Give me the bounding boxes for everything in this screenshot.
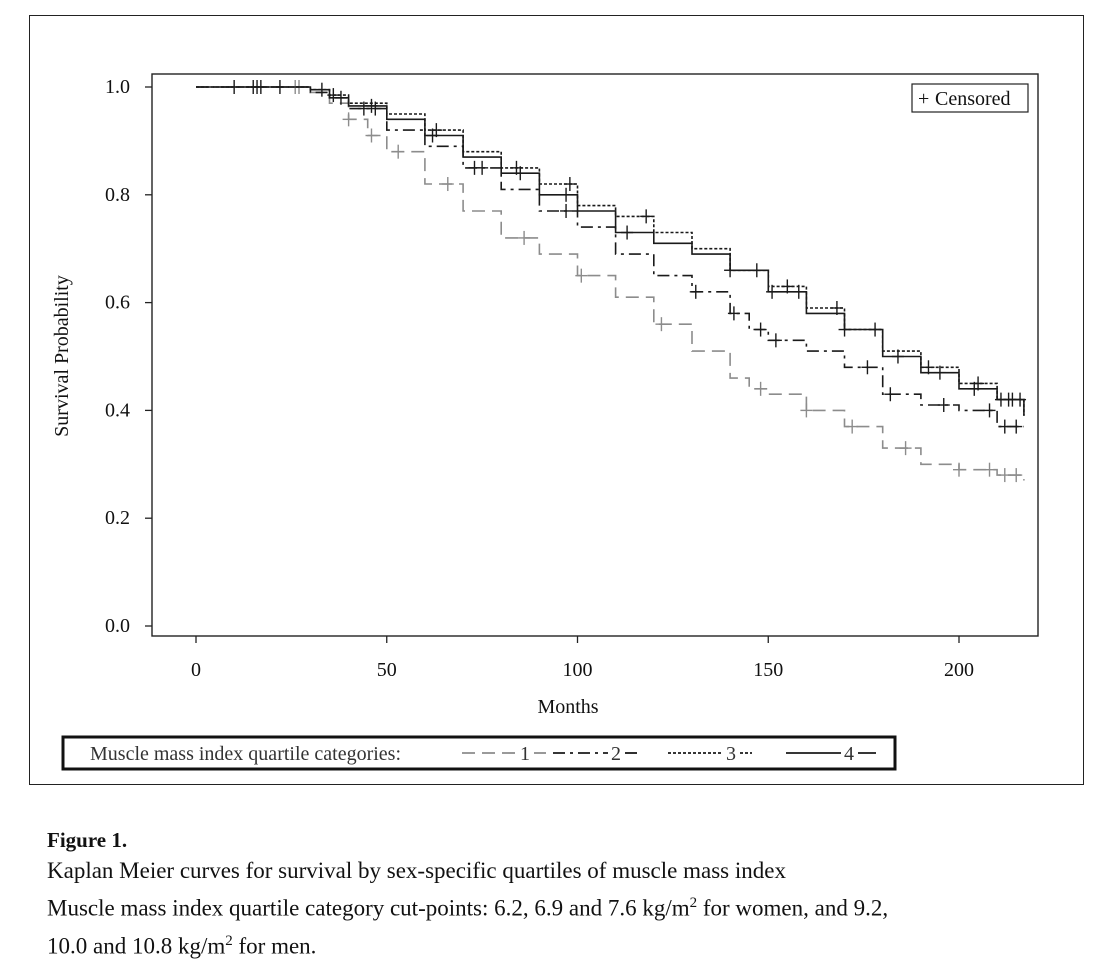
series-4-censor-mark-5 [514, 166, 527, 181]
series-4-censor-mark-10 [792, 284, 805, 299]
figure-caption: Figure 1. Kaplan Meier curves for surviv… [47, 826, 1087, 962]
y-tick-label-1: 0.2 [105, 507, 130, 529]
legend-label-2: 2 [611, 743, 621, 765]
series-4-censor-mark-7 [621, 225, 634, 240]
y-tick-label-3: 0.6 [105, 292, 130, 314]
quartile-legend: Muscle mass index quartile categories: 1… [61, 735, 897, 771]
quartile-legend-title: Muscle mass index quartile categories: [90, 743, 401, 765]
x-tick-label-2: 100 [563, 659, 593, 681]
series-1-censor-mark-6 [518, 230, 531, 245]
series-1-censor-mark-4 [392, 144, 405, 159]
series-1-censor-mark-8 [655, 317, 668, 332]
series-4-censor-mark-4 [426, 128, 439, 143]
series-4-censor-mark-16 [1006, 392, 1019, 407]
series-2-censor-mark-12 [884, 387, 897, 402]
series-4-censor-mark-8 [724, 263, 737, 278]
series-3-censor-mark-6 [640, 209, 653, 224]
x-axis-label: Months [537, 696, 598, 718]
series-2-censor-mark-10 [769, 333, 782, 348]
series-3-censor-mark-5 [563, 177, 576, 192]
series-4-censor-mark-14 [968, 381, 981, 396]
series-1-censor-mark-16 [1010, 468, 1023, 483]
series-4-censor-mark-13 [933, 365, 946, 380]
caption-line-2: Muscle mass index quartile category cut-… [47, 895, 889, 921]
series-2-censor-mark-2 [357, 101, 370, 116]
series-2-line [196, 86, 1024, 428]
series-2-censor-mark-7 [689, 284, 702, 299]
series-4-censor-mark-12 [891, 349, 904, 364]
quartile-legend-box [61, 735, 897, 771]
y-tick-label-4: 0.8 [105, 184, 130, 206]
series-1-censor-mark-12 [899, 441, 912, 456]
series-2-censor-mark-9 [754, 322, 767, 337]
series-1-censor-mark-14 [983, 462, 996, 477]
series-1-censor-mark-3 [365, 128, 378, 143]
caption-title: Figure 1. [47, 828, 128, 852]
series-1-line [196, 86, 1025, 481]
caption-line-3: 10.0 and 10.8 kg/m2 for men. [47, 932, 317, 959]
series-2-censor-mark-14 [983, 403, 996, 418]
censor-legend-box [911, 83, 1029, 113]
x-tick-label-1: 50 [377, 659, 397, 681]
series-2-censor-mark-16 [1010, 419, 1023, 434]
series-1-censor-mark-13 [953, 462, 965, 477]
kaplan-meier-chart: 0.0 0.2 0.4 0.6 0.8 1.0 0 50 100 150 200 Survival… [51, 73, 1039, 771]
series-3-line [196, 86, 1025, 416]
series-1-censor-mark-7 [575, 268, 588, 283]
series-4-line [196, 86, 1025, 416]
series-2-censor-mark-15 [998, 419, 1011, 434]
series-1-censor-mark-9 [754, 381, 767, 396]
x-tick-label-0: 0 [191, 659, 201, 681]
series-4-censor-mark-15 [994, 392, 1007, 407]
x-axis: 0 50 100 150 200 [191, 636, 974, 681]
series-layer [196, 80, 1027, 483]
series-4-censor-mark-2 [315, 82, 328, 97]
series-1-censor-mark-2 [342, 112, 355, 127]
series-4-censor-mark-11 [838, 322, 851, 337]
x-tick-label-4: 200 [944, 659, 974, 681]
x-tick-label-3: 150 [753, 659, 783, 681]
series-2-censor-mark-5 [476, 160, 489, 175]
series-2-censor-mark-6 [560, 203, 573, 218]
legend-label-1: 1 [520, 743, 530, 765]
legend-label-3: 3 [726, 743, 736, 765]
series-4-censor-mark-3 [365, 98, 378, 113]
plot-area-frame [151, 73, 1039, 637]
censor-legend: + Censored [911, 83, 1029, 113]
legend-entries: 1 2 3 4 [462, 743, 876, 765]
legend-label-4: 4 [844, 743, 854, 765]
figure-frame [29, 15, 1084, 785]
series-1-censor-mark-11 [846, 419, 859, 434]
y-axis: 0.0 0.2 0.4 0.6 0.8 1.0 [105, 76, 152, 637]
caption-line-1: Kaplan Meier curves for survival by sex-… [47, 858, 786, 883]
y-tick-label-5: 1.0 [105, 76, 130, 98]
series-1-censor-mark-15 [998, 468, 1011, 483]
censor-legend-label: Censored [935, 88, 1011, 110]
series-2-censor-mark-11 [861, 360, 874, 375]
series-4-censor-mark-0 [254, 80, 267, 94]
y-tick-label-2: 0.4 [105, 399, 130, 421]
series-1-censor-mark-5 [441, 177, 454, 192]
series-2-censor-mark-8 [727, 306, 740, 321]
y-tick-label-0: 0.0 [105, 615, 130, 637]
series-4-censor-mark-6 [560, 187, 573, 202]
censor-legend-symbol: + [918, 88, 929, 110]
series-4-censor-mark-1 [273, 80, 286, 94]
series-4-censor-mark-9 [766, 284, 779, 299]
series-1-censor-mark-10 [800, 403, 813, 418]
series-2-censor-mark-13 [937, 398, 950, 413]
y-axis-label: Survival Probability [51, 275, 73, 437]
